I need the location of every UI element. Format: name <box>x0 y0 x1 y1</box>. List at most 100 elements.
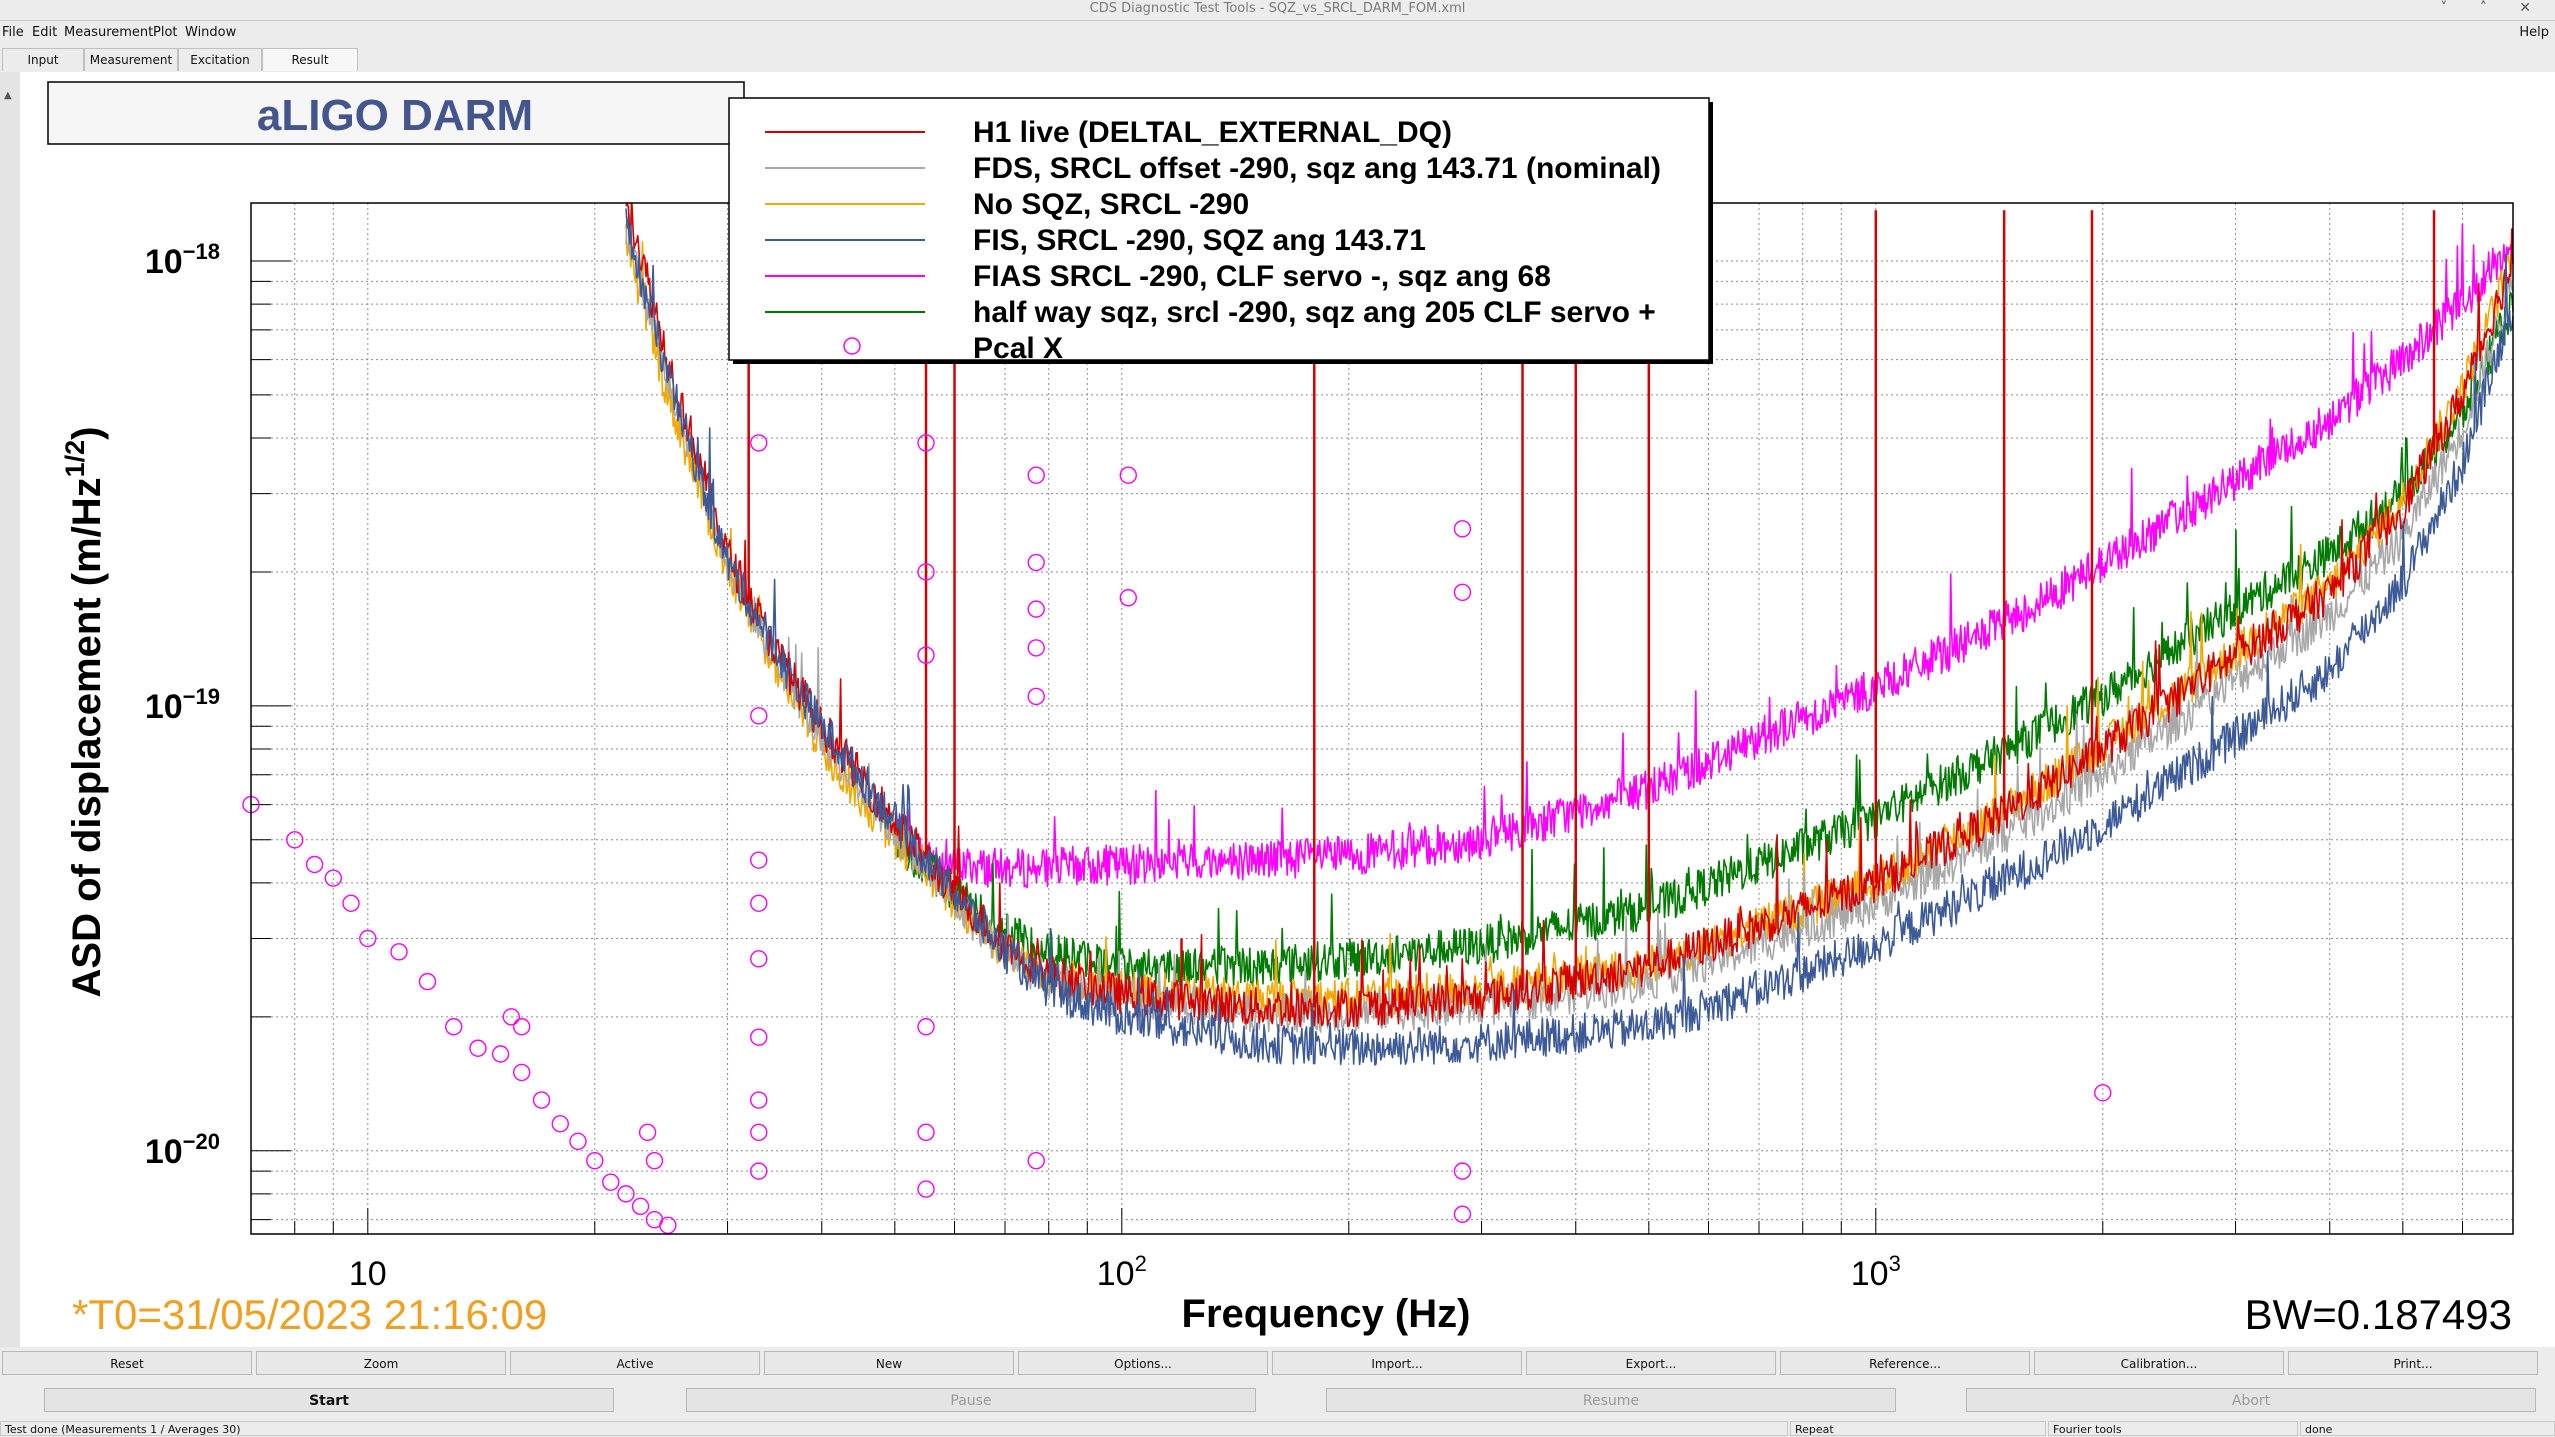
pcal-marker <box>1027 1151 1045 1170</box>
pcal-marker <box>2094 1084 2112 1102</box>
pcal-marker <box>638 1123 657 1142</box>
options-button[interactable]: Options... <box>1018 1351 1268 1375</box>
pcal-marker <box>491 1045 510 1063</box>
tab-excitation[interactable]: Excitation <box>178 48 262 71</box>
pcal-marker <box>750 851 768 869</box>
menu-file[interactable]: File <box>2 25 24 40</box>
pcal-marker <box>359 929 377 948</box>
pcal-marker <box>1453 1162 1472 1180</box>
active-button[interactable]: Active <box>510 1351 760 1375</box>
title-box <box>47 81 745 145</box>
series-5 <box>894 291 2514 987</box>
x-tick-label: 10 <box>349 1255 387 1293</box>
status-tool: Fourier tools <box>2048 1421 2298 1436</box>
legend-box <box>728 97 1710 361</box>
pcal-marker <box>305 855 324 874</box>
pcal-marker <box>750 1028 768 1046</box>
series-4 <box>894 223 2514 889</box>
legend-label: FDS, SRCL offset -290, sqz ang 143.71 (n… <box>973 152 1661 185</box>
t0-timestamp: *T0=31/05/2023 21:16:09 <box>72 1291 547 1338</box>
print-button[interactable]: Print... <box>2288 1351 2538 1375</box>
pcal-marker <box>586 1151 604 1170</box>
pcal-marker <box>286 831 304 849</box>
legend-swatch <box>843 337 861 355</box>
status-bar: Test done (Measurements 1 / Averages 30)… <box>0 1420 2555 1437</box>
window-title: CDS Diagnostic Test Tools - SQZ_vs_SRCL_… <box>1089 1 1466 16</box>
menu-edit[interactable]: Edit <box>32 25 58 40</box>
tab-input[interactable]: Input <box>2 48 84 71</box>
menu-help[interactable]: Help <box>2519 25 2549 40</box>
legend-label: No SQZ, SRCL -290 <box>973 188 1249 221</box>
pcal-marker <box>1027 687 1045 706</box>
scroll-up-icon[interactable]: ▲ <box>4 90 12 101</box>
pcal-marker <box>551 1115 569 1133</box>
pcal-marker <box>1453 1205 1472 1223</box>
maximize-icon[interactable]: ˄ <box>2479 0 2501 16</box>
pcal-marker <box>1027 553 1045 572</box>
pcal-marker <box>502 1008 521 1026</box>
pcal-markers <box>242 434 2112 1234</box>
tab-result[interactable]: Result <box>262 48 358 71</box>
legend-label: H1 live (DELTAL_EXTERNAL_DQ) <box>973 116 1452 149</box>
pcal-marker <box>617 1185 635 1203</box>
pcal-marker <box>750 1162 768 1180</box>
pcal-marker <box>750 707 768 725</box>
pcal-marker <box>602 1173 620 1191</box>
menu-window[interactable]: Window <box>185 25 237 40</box>
x-axis-label: Frequency (Hz) <box>1182 1292 1471 1336</box>
reset-button[interactable]: Reset <box>2 1351 252 1375</box>
reference-button[interactable]: Reference... <box>1780 1351 2030 1375</box>
zoom-button[interactable]: Zoom <box>256 1351 506 1375</box>
close-icon[interactable]: ✕ <box>2519 0 2545 16</box>
tab-bar: Input Measurement Excitation Result <box>0 46 2555 71</box>
plot-canvas[interactable]: 10 102 103 10−18 10−19 10−20 aLIGO DARM ASD o… <box>20 72 2555 1347</box>
y-axis-label: ASD of displacement (m/Hz1/2) <box>60 427 109 998</box>
pcal-marker <box>513 1018 531 1036</box>
pcal-marker <box>1119 466 1137 484</box>
pcal-marker <box>750 434 768 452</box>
window-controls[interactable]: ˅ ˄ ✕ <box>2440 0 2545 16</box>
series-line <box>625 208 2514 1066</box>
calibration-button[interactable]: Calibration... <box>2034 1351 2284 1375</box>
pcal-marker <box>445 1018 463 1036</box>
import-button[interactable]: Import... <box>1272 1351 1522 1375</box>
pcal-marker <box>1453 583 1472 602</box>
abort-button[interactable]: Abort <box>1966 1388 2536 1412</box>
pcal-marker <box>645 1151 664 1170</box>
pcal-marker <box>917 1123 935 1142</box>
export-button[interactable]: Export... <box>1526 1351 1776 1375</box>
vertical-scrollbar[interactable]: ▲ <box>0 72 21 1347</box>
legend-label: half way sqz, srcl -290, sqz ang 205 CLF… <box>973 296 1656 329</box>
series-line <box>625 202 2514 1033</box>
pcal-marker <box>532 1091 551 1109</box>
pause-button[interactable]: Pause <box>686 1388 1256 1412</box>
menu-measurement[interactable]: Measurement <box>64 25 154 40</box>
start-button[interactable]: Start <box>44 1388 614 1412</box>
pcal-marker <box>917 1018 935 1036</box>
minimize-icon[interactable]: ˅ <box>2440 0 2462 16</box>
series-line <box>894 291 2514 987</box>
legend-label: Pcal X <box>973 332 1063 365</box>
status-message: Test done (Measurements 1 / Averages 30) <box>0 1421 1788 1436</box>
tab-measurement[interactable]: Measurement <box>84 48 178 71</box>
window-titlebar: CDS Diagnostic Test Tools - SQZ_vs_SRCL_… <box>0 0 2555 21</box>
pcal-marker <box>513 1063 531 1082</box>
legend-label: FIS, SRCL -290, SQZ ang 143.71 <box>973 224 1426 257</box>
menu-plot[interactable]: Plot <box>153 25 178 40</box>
legend-label: FIAS SRCL -290, CLF servo -, sqz ang 68 <box>973 260 1551 293</box>
plot-title: aLIGO DARM <box>257 91 533 140</box>
pcal-marker <box>390 943 408 961</box>
x-tick-label: 102 <box>1097 1251 1147 1293</box>
pcal-marker <box>342 894 360 912</box>
pcal-marker <box>469 1039 487 1057</box>
pcal-marker <box>324 869 342 887</box>
pcal-marker <box>418 972 437 991</box>
series-line <box>625 224 2514 1020</box>
tick-labels: 10 102 103 10−18 10−19 10−20 <box>145 239 1901 1293</box>
new-button[interactable]: New <box>764 1351 1014 1375</box>
pcal-marker <box>1027 466 1045 484</box>
y-tick-label: 10−20 <box>145 1129 220 1171</box>
pcal-marker <box>917 646 935 664</box>
legend[interactable]: H1 live (DELTAL_EXTERNAL_DQ)FDS, SRCL of… <box>728 97 1713 365</box>
resume-button[interactable]: Resume <box>1326 1388 1896 1412</box>
